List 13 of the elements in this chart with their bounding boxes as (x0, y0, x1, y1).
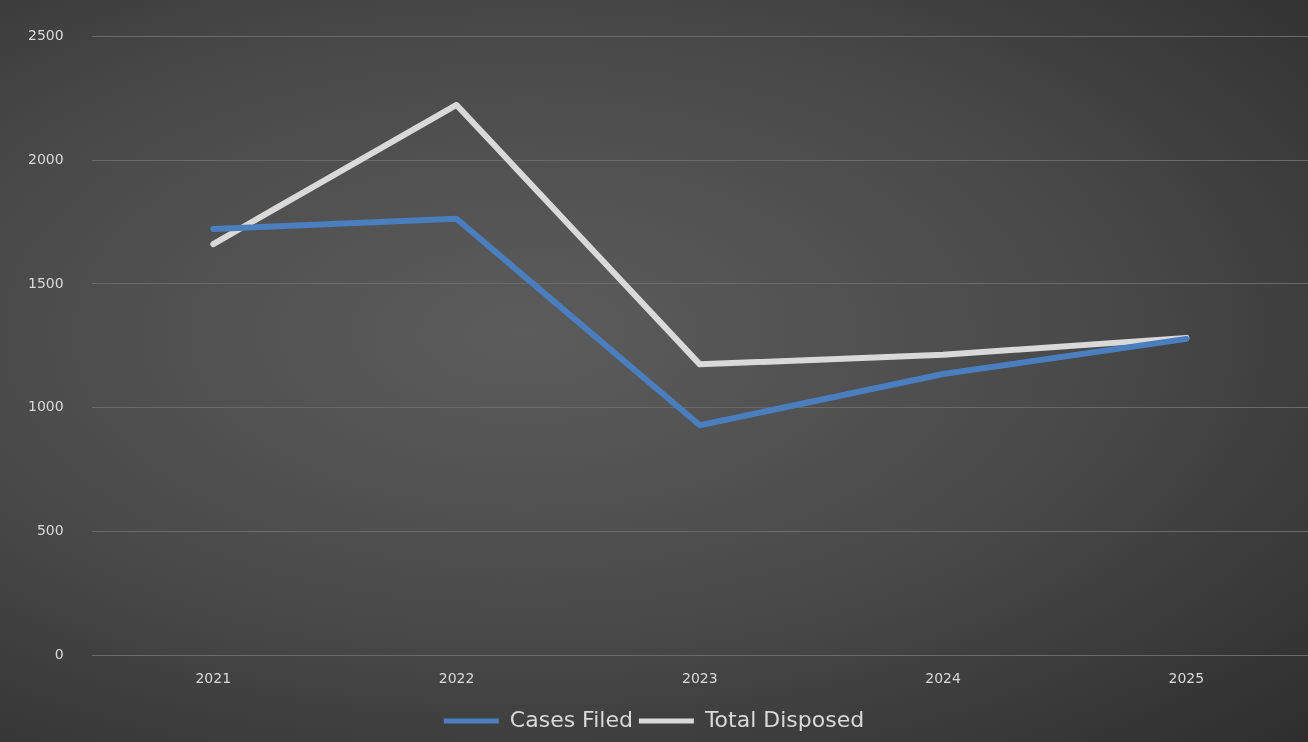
x-tick-label: 2025 (1168, 670, 1205, 687)
x-tick-label: 2023 (681, 670, 718, 687)
legend-label: Cases Filed (509, 706, 633, 732)
x-tick-label: 2022 (438, 670, 475, 687)
y-tick-label: 2500 (27, 27, 64, 44)
legend-label: Total Disposed (703, 706, 865, 732)
y-tick-label: 1500 (27, 274, 64, 291)
y-tick-label: 2000 (27, 150, 64, 167)
y-tick-label: 500 (36, 522, 64, 539)
x-tick-label: 2024 (925, 670, 961, 687)
y-tick-label: 0 (54, 645, 64, 662)
x-tick-label: 2021 (195, 670, 232, 687)
y-tick-label: 1000 (27, 398, 64, 415)
